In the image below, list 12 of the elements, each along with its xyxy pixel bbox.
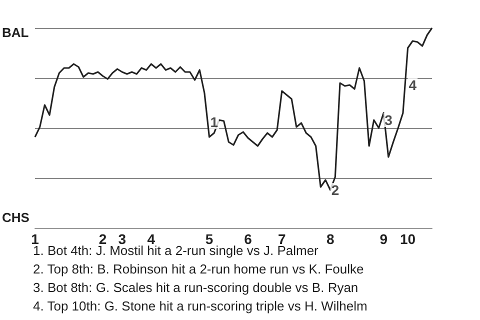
text: CHS	[2, 210, 30, 225]
text: 2. Top 8th: B. Robinson hit a 2-run home run vs K. Foulke	[33, 262, 364, 276]
x-tick-label: 9	[380, 231, 388, 247]
x-tick-label: 10	[400, 231, 416, 247]
annotation: 3	[384, 112, 393, 128]
annotation: 1	[210, 114, 218, 130]
text: 3. Bot 8th: G. Scales hit a run-scoring double vs B. Ryan	[33, 280, 358, 295]
text: BAL	[2, 25, 29, 40]
annotation: 4	[408, 77, 417, 93]
text: 4. Top 10th: G. Stone hit a run-scoring triple vs H. Wilhelm	[33, 298, 368, 314]
x-tick-label: 8	[326, 231, 334, 247]
annotation: 2	[331, 182, 340, 198]
